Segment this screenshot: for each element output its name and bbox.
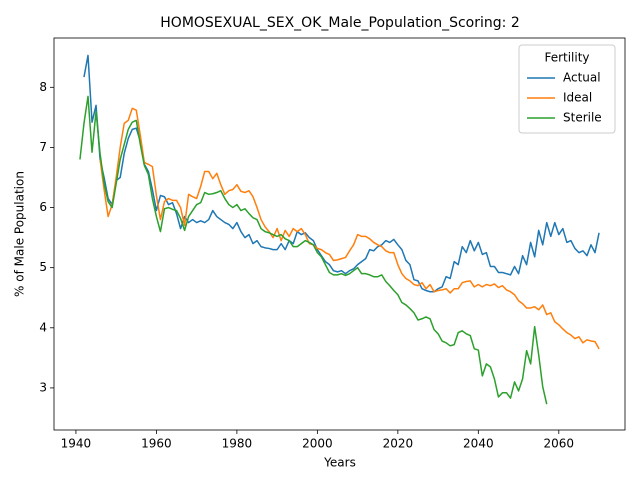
plot-frame [53,37,626,431]
x-tick-label: 2060 [544,437,575,451]
x-tick-label: 1940 [61,437,92,451]
x-tick-label: 2000 [302,437,333,451]
x-tick-label: 1960 [141,437,172,451]
series-line [99,107,600,350]
y-tick-label: 5 [39,260,47,274]
y-tick-label: 6 [39,200,47,214]
legend-label: Sterile [563,111,602,125]
x-tick-label: 2020 [383,437,414,451]
y-tick-label: 8 [39,80,47,94]
chart-title: HOMOSEXUAL_SEX_OK_Male_Population_Scorin… [160,15,519,31]
legend-title: Fertility [544,51,589,65]
y-tick-label: 3 [39,380,47,394]
y-axis-label: % of Male Population [13,171,27,297]
series-line [79,95,548,405]
legend-label: Ideal [563,91,592,105]
x-tick-label: 2040 [463,437,494,451]
y-tick-label: 7 [39,140,47,154]
x-axis-label: Years [323,456,356,470]
y-tick-label: 4 [39,320,47,334]
x-tick-label: 1980 [222,437,253,451]
legend-box [518,44,616,134]
series-line [83,54,600,293]
legend-label: Actual [563,71,601,85]
